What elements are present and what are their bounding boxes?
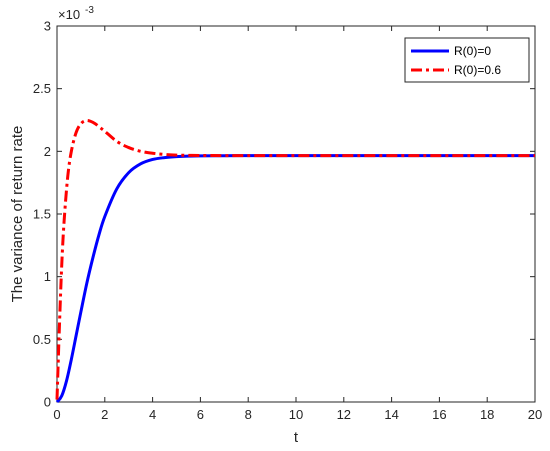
y-tick-label: 1.5 — [33, 207, 51, 222]
y-tick-label: 1 — [44, 269, 51, 284]
y-tick-label: 2 — [44, 144, 51, 159]
y-tick-label: 0 — [44, 395, 51, 410]
y-tick-label: 0.5 — [33, 332, 51, 347]
x-axis-label: t — [294, 429, 299, 446]
axis-ticks: 0 2 4 6 8 10 12 14 16 18 20 0 0.5 1 1.5 2 2.5 3 — [33, 19, 542, 423]
series-lines — [55, 118, 535, 403]
y-scale-base: ×10 — [58, 7, 80, 22]
x-tick-label: 8 — [245, 407, 252, 422]
x-tick-label: 6 — [197, 407, 204, 422]
x-tick-label: 14 — [384, 407, 398, 422]
legend-box — [404, 37, 530, 83]
y-tick-label: 2.5 — [33, 81, 51, 96]
y-tick-label: 3 — [44, 19, 51, 34]
x-tick-label: 2 — [101, 407, 108, 422]
x-tick-label: 4 — [149, 407, 156, 422]
x-tick-label: 10 — [289, 407, 303, 422]
legend-label-r0-0.6: R(0)=0.6 — [454, 63, 501, 77]
x-tick-label: 12 — [337, 407, 351, 422]
legend: R(0)=0 R(0)=0.6 — [404, 37, 530, 83]
legend-label-r0-0: R(0)=0 — [454, 44, 491, 58]
plot-area — [56, 25, 536, 403]
x-tick-label: 0 — [53, 407, 60, 422]
y-axis-label: The variance of return rate — [9, 126, 26, 303]
x-tick-label: 16 — [432, 407, 446, 422]
y-scale-exponent: -3 — [85, 5, 94, 16]
x-tick-label: 18 — [480, 407, 494, 422]
x-tick-label: 20 — [528, 407, 542, 422]
